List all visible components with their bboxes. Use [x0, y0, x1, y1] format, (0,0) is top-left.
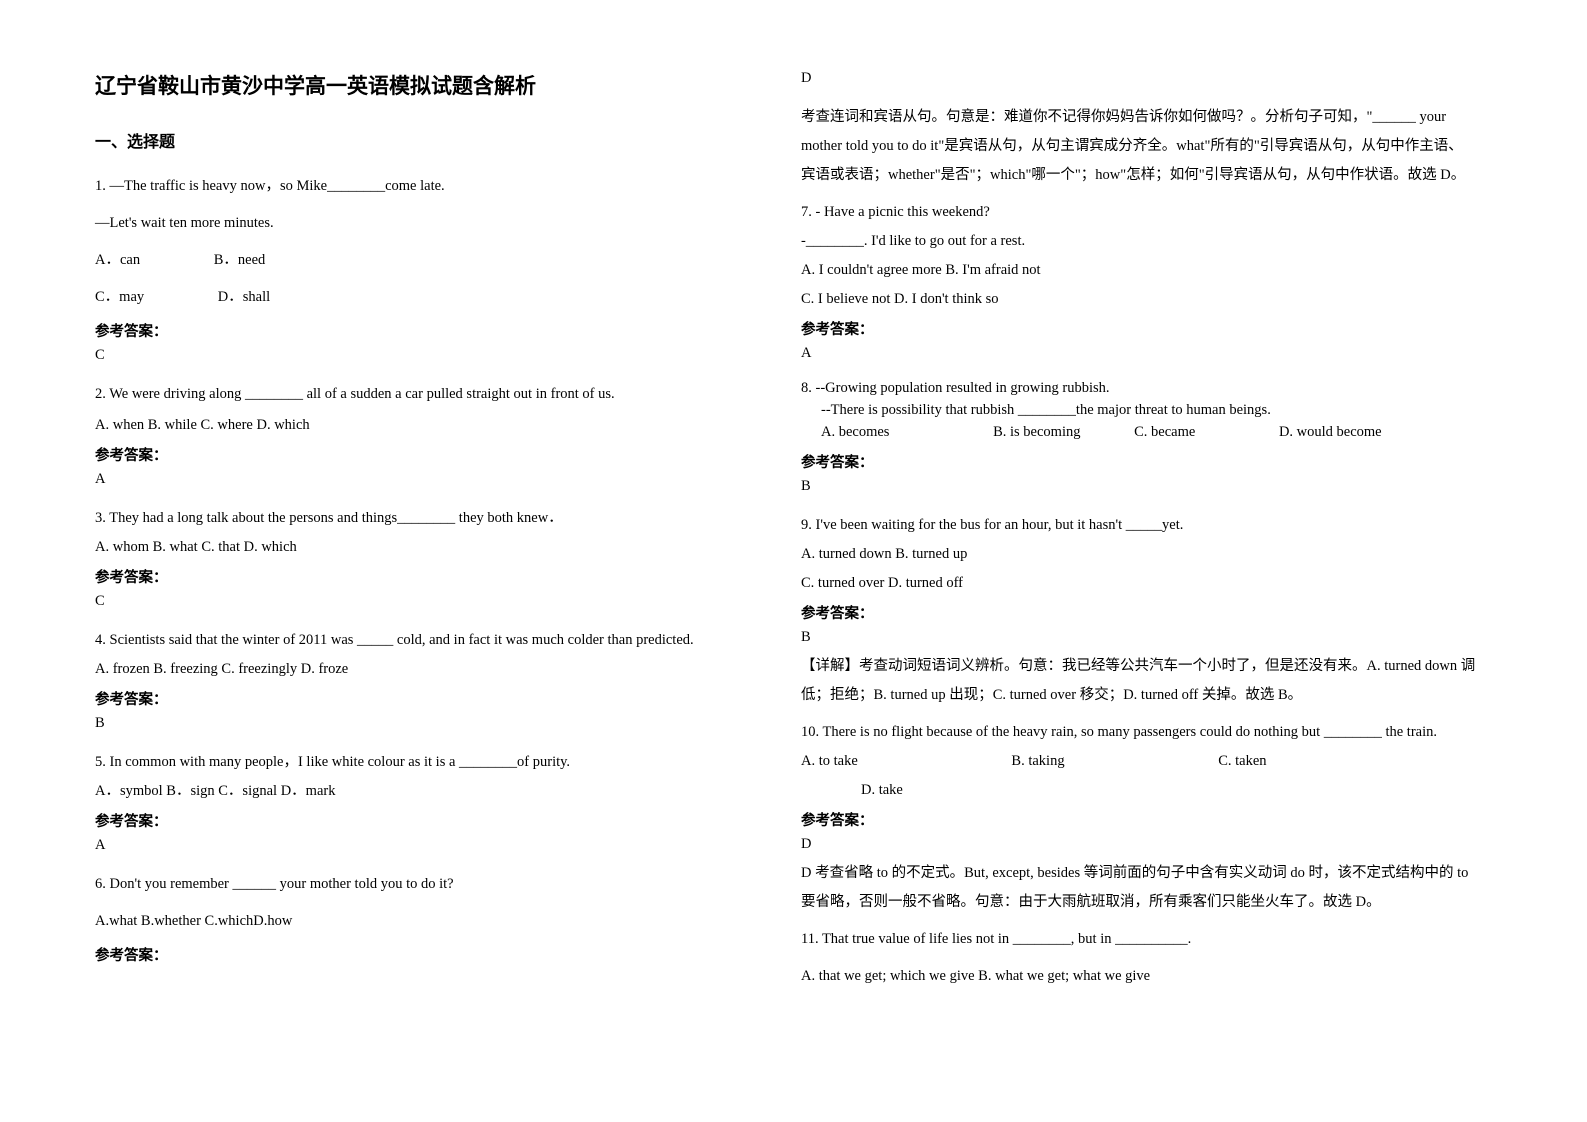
q3-text: 3. They had a long talk about the person…: [95, 504, 771, 533]
ref-label: 参考答案：: [95, 320, 771, 341]
q10-opt-d: D. take: [801, 776, 1477, 805]
question-11: 11. That true value of life lies not in …: [801, 925, 1477, 991]
q9-opts1: A. turned down B. turned up: [801, 540, 1477, 569]
q9-explanation: 【详解】考查动词短语词义辨析。句意：我已经等公共汽车一个小时了，但是还没有来。A…: [801, 652, 1477, 710]
question-10: 10. There is no flight because of the he…: [801, 718, 1477, 917]
right-column: D 考查连词和宾语从句。句意是：难道你不记得你妈妈告诉你如何做吗？。分析句子可知…: [801, 70, 1507, 1082]
q8-opt-c: C. became: [1134, 422, 1195, 444]
q6-explanation: 考查连词和宾语从句。句意是：难道你不记得你妈妈告诉你如何做吗？。分析句子可知，"…: [801, 103, 1477, 190]
question-5: 5. In common with many people，I like whi…: [95, 748, 771, 854]
q10-answer: D: [801, 836, 1477, 853]
q7-line2: -________. I'd like to go out for a rest…: [801, 227, 1477, 256]
doc-title: 辽宁省鞍山市黄沙中学高一英语模拟试题含解析: [95, 70, 771, 100]
question-9: 9. I've been waiting for the bus for an …: [801, 511, 1477, 710]
q4-opts: A. frozen B. freezing C. freezingly D. f…: [95, 655, 771, 684]
q5-text: 5. In common with many people，I like whi…: [95, 748, 771, 777]
q4-text: 4. Scientists said that the winter of 20…: [95, 626, 771, 655]
ref-label: 参考答案：: [801, 318, 1477, 339]
ref-label: 参考答案：: [95, 688, 771, 709]
q8-line1: 8. --Growing population resulted in grow…: [801, 378, 1477, 400]
q1-line2: —Let's wait ten more minutes.: [95, 209, 771, 238]
ref-label: 参考答案：: [95, 566, 771, 587]
q8-opt-b: B. is becoming: [993, 422, 1080, 444]
q1-line1: 1. —The traffic is heavy now，so Mike____…: [95, 172, 771, 201]
q3-answer: C: [95, 593, 771, 610]
q5-opts: A．symbol B．sign C．signal D．mark: [95, 777, 771, 806]
ref-label: 参考答案：: [95, 944, 771, 965]
q4-answer: B: [95, 715, 771, 732]
left-column: 辽宁省鞍山市黄沙中学高一英语模拟试题含解析 一、选择题 1. —The traf…: [95, 70, 801, 1082]
section-heading: 一、选择题: [95, 128, 771, 152]
question-7: 7. - Have a picnic this weekend? -______…: [801, 198, 1477, 362]
ref-label: 参考答案：: [801, 451, 1477, 472]
q9-answer: B: [801, 629, 1477, 646]
q2-opts: A. when B. while C. where D. which: [95, 411, 771, 440]
q7-opts2: C. I believe not D. I don't think so: [801, 285, 1477, 314]
q10-opt-b: B. taking: [1011, 747, 1064, 776]
q7-answer: A: [801, 345, 1477, 362]
question-3: 3. They had a long talk about the person…: [95, 504, 771, 610]
q9-text: 9. I've been waiting for the bus for an …: [801, 511, 1477, 540]
q8-opt-a: A. becomes: [821, 422, 889, 444]
q5-answer: A: [95, 837, 771, 854]
q1-row1: A．can B．need: [95, 246, 771, 275]
q11-opts: A. that we get; which we give B. what we…: [801, 962, 1477, 991]
question-1: 1. —The traffic is heavy now，so Mike____…: [95, 172, 771, 364]
question-4: 4. Scientists said that the winter of 20…: [95, 626, 771, 732]
ref-label: 参考答案：: [95, 444, 771, 465]
q6-opts: A.what B.whether C.whichD.how: [95, 907, 771, 936]
q7-line1: 7. - Have a picnic this weekend?: [801, 198, 1477, 227]
q6-answer: D: [801, 70, 1477, 87]
question-6: 6. Don't you remember ______ your mother…: [95, 870, 771, 965]
q10-text: 10. There is no flight because of the he…: [801, 718, 1477, 747]
q8-opt-d: D. would become: [1279, 422, 1382, 444]
q9-opts2: C. turned over D. turned off: [801, 569, 1477, 598]
question-2: 2. We were driving along ________ all of…: [95, 380, 771, 488]
ref-label: 参考答案：: [801, 809, 1477, 830]
q1-opt-d: D．shall: [218, 283, 270, 312]
q10-explanation: D 考查省略 to 的不定式。But, except, besides 等词前面…: [801, 859, 1477, 917]
ref-label: 参考答案：: [95, 810, 771, 831]
q11-text: 11. That true value of life lies not in …: [801, 925, 1477, 954]
q10-row1: A. to take B. taking C. taken: [801, 747, 1477, 776]
q6-text: 6. Don't you remember ______ your mother…: [95, 870, 771, 899]
q7-opts1: A. I couldn't agree more B. I'm afraid n…: [801, 256, 1477, 285]
q1-row2: C．may D．shall: [95, 283, 771, 312]
question-8: 8. --Growing population resulted in grow…: [801, 378, 1477, 495]
ref-label: 参考答案：: [801, 602, 1477, 623]
q8-answer: B: [801, 478, 1477, 495]
q1-opt-b: B．need: [214, 246, 266, 275]
q10-opt-c: C. taken: [1218, 747, 1266, 776]
q10-opt-a: A. to take: [801, 747, 858, 776]
q8-line2: --There is possibility that rubbish ____…: [801, 400, 1477, 422]
q3-opts: A. whom B. what C. that D. which: [95, 533, 771, 562]
q1-answer: C: [95, 347, 771, 364]
q8-opts: A. becomes B. is becoming C. became D. w…: [801, 422, 1477, 444]
q1-opt-c: C．may: [95, 283, 144, 312]
q2-answer: A: [95, 471, 771, 488]
q1-opt-a: A．can: [95, 246, 140, 275]
q2-text: 2. We were driving along ________ all of…: [95, 380, 771, 409]
